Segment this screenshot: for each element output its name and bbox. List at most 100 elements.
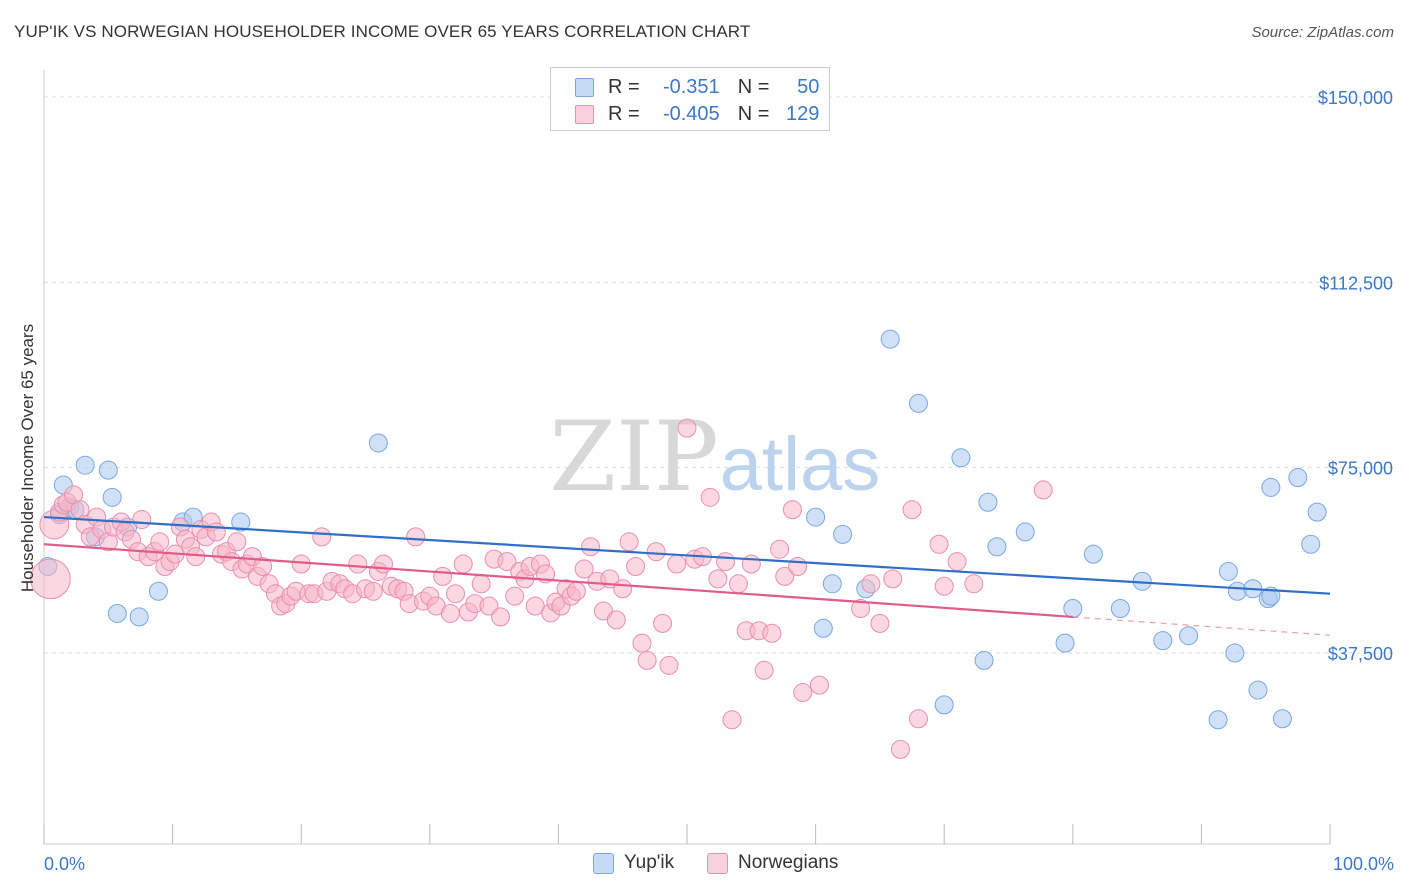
legend-n-value: 50 (797, 75, 820, 98)
norwegians-point (150, 532, 170, 552)
yupik-point (1055, 633, 1075, 653)
y-tick-label: $37,500 (1328, 644, 1393, 664)
norwegians-point (809, 675, 829, 695)
norwegians-point (291, 554, 311, 574)
data-points (30, 329, 1327, 759)
yupik-point (1015, 522, 1035, 542)
yupik-point (806, 507, 826, 527)
yupik-point (1261, 477, 1281, 497)
legend-swatch-norwegians (575, 104, 594, 124)
source-credit: Source: ZipAtlas.com (1251, 24, 1394, 41)
norwegians-point (1033, 480, 1053, 500)
norwegians-point (253, 557, 273, 577)
yupik-point (102, 487, 122, 507)
yupik-point (974, 650, 994, 670)
series-legend-norwegians[interactable]: Norwegians (707, 852, 838, 874)
yupik-point (1248, 680, 1268, 700)
yupik-point (368, 433, 388, 453)
norwegians-point (754, 660, 774, 680)
norwegians-point (206, 522, 226, 542)
yupik-point (1272, 709, 1292, 729)
norwegians-point (505, 586, 525, 606)
norwegians-point (788, 557, 808, 577)
watermark-zip: ZIP (549, 401, 718, 513)
series-legend-label-yupik: Yup'ik (624, 852, 675, 873)
stats-legend: R = -0.351 N = 50 R = -0.405 N = 129 (550, 67, 830, 131)
norwegians-point (632, 633, 652, 653)
legend-n-label: N = (737, 102, 770, 125)
norwegians-point (440, 603, 460, 623)
norwegians-point (677, 418, 697, 438)
legend-row-norwegians: R = -0.405 N = 129 (575, 101, 819, 127)
yupik-point (1110, 599, 1130, 619)
norwegians-point (186, 547, 206, 567)
x-tick-label: 100.0% (1333, 854, 1394, 874)
norwegians-point (619, 532, 639, 552)
norwegians-point (374, 554, 394, 574)
series-legend: Yup'ik Norwegians (0, 852, 1406, 878)
norwegians-point (497, 552, 517, 572)
yupik-point (1307, 502, 1327, 522)
yupik-point (833, 524, 853, 544)
norwegians-point (637, 650, 657, 670)
yupik-point (98, 460, 118, 480)
norwegians-point (348, 554, 368, 574)
yupik-point (1063, 599, 1083, 619)
yupik-point (148, 581, 168, 601)
norwegians-point (890, 739, 910, 759)
axes (43, 70, 1331, 845)
yupik-point (822, 574, 842, 594)
yupik-point (908, 393, 928, 413)
norwegians-trend-line-extension (1072, 616, 1331, 636)
norwegians-point (770, 539, 790, 559)
yupik-point (1301, 534, 1321, 554)
norwegians-point (30, 558, 71, 600)
yupik-trend-line (43, 515, 1331, 595)
trend-lines (43, 515, 1331, 636)
yupik-point (880, 329, 900, 349)
norwegians-point (646, 542, 666, 562)
norwegians-point (762, 623, 782, 643)
y-tick-label: $75,000 (1328, 459, 1393, 479)
norwegians-point (775, 566, 795, 586)
legend-r-label: R = (608, 102, 640, 125)
yupik-point (107, 603, 127, 623)
series-legend-swatch-norwegians (707, 852, 728, 874)
yupik-point (1083, 544, 1103, 564)
yupik-point (1288, 468, 1308, 488)
norwegians-point (653, 613, 673, 633)
norwegians-point (471, 574, 491, 594)
tick-labels: $37,500 $75,000 $112,500 $150,000 0.0% 100.0% (44, 88, 1394, 874)
norwegians-point (581, 537, 601, 557)
yupik-point (978, 492, 998, 512)
norwegians-point (433, 566, 453, 586)
legend-n-value: 129 (786, 102, 820, 125)
norwegians-point (667, 554, 687, 574)
norwegians-point (566, 581, 586, 601)
norwegians-point (716, 552, 736, 572)
norwegians-point (934, 576, 954, 596)
yupik-point (987, 537, 1007, 557)
norwegians-point (964, 574, 984, 594)
norwegians-point (870, 613, 890, 633)
norwegians-point (929, 534, 949, 554)
norwegians-point (947, 552, 967, 572)
norwegians-point (132, 510, 152, 530)
norwegians-point (782, 500, 802, 520)
norwegians-point (883, 569, 903, 589)
norwegians-point (861, 574, 881, 594)
norwegians-point (741, 554, 761, 574)
series-legend-swatch-yupik (593, 852, 614, 874)
yupik-point (75, 455, 95, 475)
series-legend-yupik[interactable]: Yup'ik (593, 852, 674, 874)
yupik-point (813, 618, 833, 638)
x-tick-label: 0.0% (44, 854, 85, 874)
legend-n-label: N = (737, 75, 770, 98)
y-tick-label: $150,000 (1318, 88, 1393, 108)
norwegians-point (406, 527, 426, 547)
norwegians-point (227, 532, 247, 552)
yupik-point (1179, 626, 1199, 646)
norwegians-point (902, 500, 922, 520)
y-axis-label: Householder Income Over 65 years (18, 323, 37, 593)
